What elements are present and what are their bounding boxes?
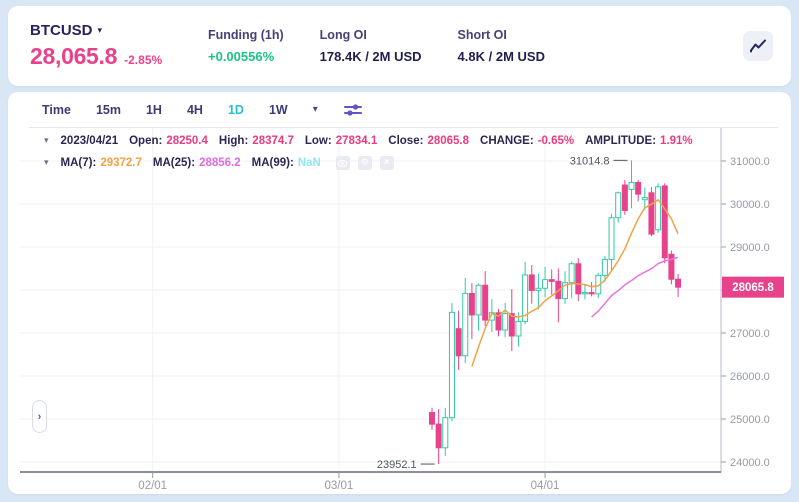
funding-label: Funding (1h): [208, 28, 284, 42]
svg-text:26000.0: 26000.0: [730, 371, 770, 383]
tab-time[interactable]: Time: [42, 102, 71, 117]
tab-1h[interactable]: 1H: [145, 102, 162, 117]
tab-15m[interactable]: 15m: [95, 102, 121, 117]
ohlc-legend: ▾ 2023/04/21 Open: 28250.4 High: 28374.7…: [44, 135, 693, 147]
svg-text:30000.0: 30000.0: [730, 199, 770, 211]
symbol-block: BTCUSD ▾ 28,065.8 -2.85%: [30, 22, 208, 70]
panel-expand-button[interactable]: ›: [32, 400, 47, 433]
interval-toolbar: Time 15m 1H 4H 1D 1W ▾: [8, 92, 791, 127]
svg-text:25000.0: 25000.0: [730, 414, 770, 426]
symbol-selector[interactable]: BTCUSD ▾: [30, 22, 208, 39]
ma99-value: NaN: [297, 157, 321, 169]
candlestick-chart[interactable]: 31000.030000.029000.028000.027000.026000…: [8, 128, 789, 494]
svg-text:31000.0: 31000.0: [730, 156, 770, 168]
change-value: -0.65%: [537, 135, 575, 147]
low-value: 27834.1: [335, 135, 378, 147]
long-oi-label: Long OI: [319, 28, 367, 42]
chevron-right-icon: ›: [37, 410, 42, 423]
ma25-value: 28856.2: [199, 157, 241, 169]
short-oi-label: Short OI: [457, 28, 507, 42]
funding-value: +0.00556%: [208, 49, 275, 64]
chart-card: Time 15m 1H 4H 1D 1W ▾ 31000.0 30000.0 290…: [8, 92, 791, 494]
last-price-badge: [722, 276, 784, 298]
toolbar-divider: [29, 127, 778, 128]
collapse-caret-icon[interactable]: ▾: [44, 158, 49, 168]
stat-short-oi: Short OI 4.8K / 2M USD: [458, 28, 545, 64]
stat-funding: Funding (1h) +0.00556%: [208, 28, 284, 64]
more-intervals-icon[interactable]: ▾: [312, 104, 318, 115]
open-label: Open:: [129, 135, 163, 147]
ma-remove-button[interactable]: ×: [379, 156, 394, 170]
close-value: 28065.8: [427, 135, 470, 147]
svg-text:24000.0: 24000.0: [730, 457, 770, 469]
ma25-label: MA(25):: [152, 157, 196, 169]
tab-1w[interactable]: 1W: [268, 102, 288, 117]
price-change: -2.85%: [124, 53, 163, 67]
ma-visibility-button[interactable]: [335, 156, 350, 170]
last-price: 28,065.8: [30, 43, 118, 69]
amplitude-value: 1.91%: [660, 135, 693, 147]
ma99-label: MA(99):: [251, 157, 294, 169]
chart-view-button[interactable]: [743, 31, 773, 61]
svg-text:04/01: 04/01: [531, 480, 560, 492]
ma7-value: 29372.7: [100, 157, 142, 169]
svg-text:02/01: 02/01: [138, 480, 167, 492]
stat-long-oi: Long OI 178.4K / 2M USD: [320, 28, 422, 64]
market-header-card: BTCUSD ▾ 28,065.8 -2.85% Funding (1h) +0…: [8, 6, 791, 86]
chevron-down-icon: ▾: [97, 25, 103, 36]
symbol-label: BTCUSD: [30, 22, 93, 39]
open-value: 28250.4: [166, 135, 208, 147]
tab-4h[interactable]: 4H: [186, 102, 203, 117]
svg-text:27000.0: 27000.0: [730, 328, 770, 340]
svg-text:28065.8: 28065.8: [732, 282, 774, 294]
svg-text:29000.0: 29000.0: [730, 242, 770, 254]
close-icon: ×: [383, 157, 390, 168]
tab-1d[interactable]: 1D: [227, 102, 244, 117]
amplitude-label: AMPLITUDE:: [585, 135, 657, 147]
ma-settings-button[interactable]: ⚙: [357, 156, 372, 170]
collapse-caret-icon[interactable]: ▾: [44, 136, 49, 146]
close-label: Close:: [388, 135, 424, 147]
ma7-label: MA(7):: [60, 157, 97, 169]
long-oi-value: 178.4K / 2M USD: [319, 49, 422, 64]
svg-text:31014.8: 31014.8: [570, 155, 610, 167]
line-chart-icon: [750, 39, 766, 53]
ma-legend: ▾ MA(7): 29372.7 MA(25): 28856.2 MA(99):…: [44, 156, 394, 170]
short-oi-value: 4.8K / 2M USD: [457, 49, 545, 64]
legend-date: 2023/04/21: [60, 135, 119, 147]
high-label: High:: [218, 135, 249, 147]
svg-text:23952.1: 23952.1: [377, 459, 417, 471]
change-label: CHANGE:: [480, 135, 534, 147]
gear-icon: ⚙: [360, 158, 369, 168]
high-value: 28374.7: [252, 135, 294, 147]
eye-icon: [337, 159, 348, 167]
indicator-settings-icon[interactable]: [343, 103, 363, 117]
low-label: Low:: [304, 135, 332, 147]
chart-area: 31000.030000.029000.028000.027000.026000…: [8, 128, 791, 494]
svg-text:03/01: 03/01: [325, 480, 354, 492]
